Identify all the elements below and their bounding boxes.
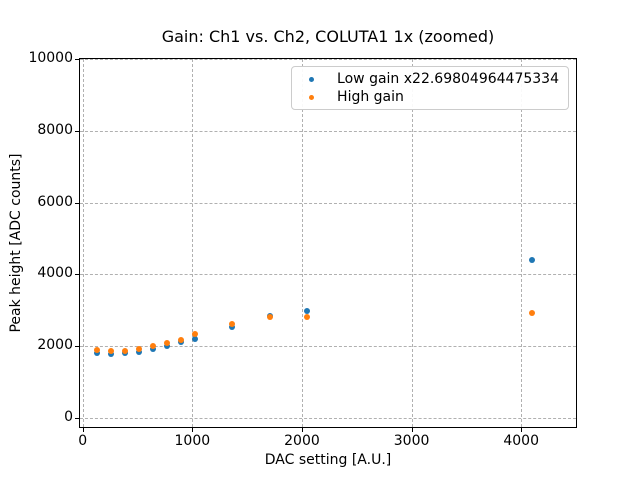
y-tick-label: 4000	[37, 265, 73, 282]
y-gridline	[80, 59, 576, 60]
data-point	[304, 313, 311, 320]
data-point	[121, 347, 128, 354]
legend-entry: High gain	[292, 88, 559, 106]
y-tick-label: 10000	[28, 50, 73, 66]
data-point	[93, 350, 100, 357]
data-point	[93, 347, 100, 354]
x-tickmark	[301, 428, 303, 432]
data-point	[229, 324, 236, 330]
legend-entry-label: Low gain x22.69804964475334	[337, 71, 559, 87]
data-point	[107, 348, 114, 355]
legend-entry-label: High gain	[337, 89, 404, 105]
chart-title: Gain: Ch1 vs. Ch2, COLUTA1 1x (zoomed)	[161, 27, 495, 46]
legend-marker-dot	[309, 94, 315, 100]
x-gridline	[82, 59, 84, 427]
data-point	[163, 340, 170, 347]
data-point	[266, 314, 273, 321]
data-point	[304, 308, 311, 315]
data-point	[177, 336, 184, 343]
data-point	[149, 343, 156, 350]
data-point	[135, 346, 142, 353]
data-point	[528, 310, 535, 317]
data-point	[191, 335, 198, 342]
x-gridline	[521, 59, 523, 427]
y-gridline	[80, 130, 576, 132]
y-gridline	[80, 202, 576, 204]
x-tickmark	[411, 428, 413, 432]
x-gridline	[192, 59, 194, 427]
legend: Low gain x22.69804964475334 High gain	[291, 66, 569, 110]
x-tick-label: 0	[78, 433, 88, 449]
y-tick-label: 0	[64, 409, 73, 426]
x-tickmark	[192, 428, 194, 432]
legend-marker-dot	[309, 76, 315, 82]
x-tick-label: 4000	[503, 433, 539, 449]
data-point	[107, 351, 114, 358]
x-tick-label: 1000	[174, 433, 211, 449]
data-point	[229, 321, 236, 328]
y-tickmark	[75, 202, 79, 204]
y-axis-label: Peak height [ADC counts]	[8, 153, 24, 333]
y-tick-label: 6000	[37, 193, 73, 210]
y-gridline	[80, 274, 576, 276]
y-tickmark	[75, 130, 79, 132]
plot-area: Low gain x22.69804964475334 High gain	[79, 58, 577, 428]
y-tick-label: 8000	[37, 121, 73, 138]
x-tickmark	[521, 428, 523, 432]
y-tickmark	[75, 346, 79, 348]
legend-entry: Low gain x22.69804964475334	[292, 70, 559, 88]
x-tick-label: 2000	[284, 433, 320, 449]
x-tick-label: 3000	[393, 433, 430, 449]
y-gridline	[80, 346, 576, 348]
y-tickmark	[75, 274, 79, 276]
y-gridline	[80, 418, 576, 420]
data-point	[163, 343, 170, 350]
x-axis-label: DAC setting [A.U.]	[264, 452, 392, 468]
data-point	[528, 256, 535, 263]
y-tickmark	[75, 59, 79, 60]
x-tickmark	[82, 428, 84, 432]
y-tickmark	[75, 418, 79, 420]
x-gridline	[411, 59, 413, 427]
y-tick-label: 2000	[37, 337, 73, 354]
x-gridline	[301, 59, 303, 427]
data-point	[191, 331, 198, 338]
